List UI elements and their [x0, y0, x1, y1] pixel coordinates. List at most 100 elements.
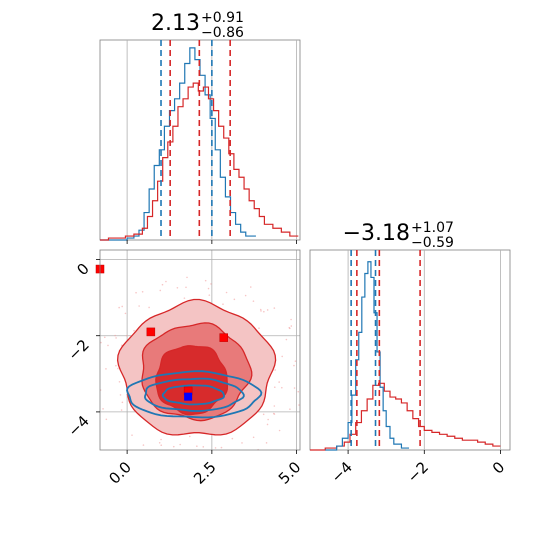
param2-x-tick-label: −4 — [328, 458, 356, 486]
joint-scatter-point — [133, 329, 135, 332]
joint-scatter-point — [266, 423, 269, 426]
joint-scatter-point — [121, 401, 124, 404]
joint-scatter-point — [266, 309, 269, 311]
joint-scatter-point — [159, 289, 162, 292]
joint-scatter-point — [165, 280, 167, 283]
param2-title-minus: −0.59 — [411, 235, 454, 251]
joint-scatter-point — [267, 418, 269, 421]
joint-scatter-point — [120, 409, 123, 411]
joint-scatter-point — [183, 297, 186, 299]
joint-frame — [99, 249, 301, 451]
joint-scatter-point — [298, 404, 300, 406]
joint-scatter-point — [107, 344, 109, 347]
joint-y-tick-label: 0 — [73, 260, 92, 279]
joint-scatter-point — [290, 318, 292, 321]
joint-scatter-point — [263, 310, 265, 313]
param1-hist-blue-series — [100, 47, 256, 241]
joint-red-contours — [116, 298, 277, 436]
joint-scatter-point — [278, 381, 280, 383]
joint-scatter-point — [293, 387, 296, 389]
joint-scatter-point — [138, 305, 140, 307]
joint-scatter-point — [207, 287, 210, 290]
param2-hist-grid — [347, 250, 501, 450]
joint-scatter-point — [119, 394, 122, 396]
joint-scatter-point — [290, 325, 293, 327]
param1-title-value: 2.13 — [151, 11, 200, 36]
param1-title: 2.13 — [151, 11, 200, 36]
joint-scatter-point — [293, 364, 295, 367]
joint-scatter-point — [265, 442, 268, 444]
joint-scatter-point — [105, 368, 107, 370]
joint-scatter-point — [289, 408, 291, 410]
joint-scatter-point — [103, 336, 106, 339]
joint-scatter-point — [214, 447, 217, 449]
joint-red-marker — [146, 327, 156, 337]
joint-blue-contour — [161, 384, 225, 406]
param2-hist-red-series — [310, 382, 501, 451]
joint-red-marker — [219, 333, 228, 342]
joint-scatter-point — [210, 283, 212, 285]
joint-scatter-point — [158, 442, 161, 444]
joint-x-tick-label: 5.0 — [275, 458, 305, 488]
joint-scatter-point — [274, 369, 277, 371]
joint-scatter-point — [141, 290, 144, 293]
joint-blue-contour — [144, 377, 245, 412]
param2-hist-panel: −4 −2 0 −3.18 +1.07 −0.59 — [309, 220, 511, 486]
joint-scatter-point — [285, 338, 288, 341]
joint-scatter-point — [188, 435, 191, 438]
joint-scatter-point — [114, 334, 116, 337]
joint-scatter-point — [161, 283, 164, 286]
param1-hist-ticks — [126, 240, 298, 244]
joint-scatter-point — [115, 337, 117, 339]
param1-hist-panel: 2.13 +0.91 −0.86 — [99, 10, 301, 244]
joint-scatter-point — [244, 294, 247, 297]
param2-quantile-lines — [350, 250, 421, 450]
joint-scatter-point — [294, 360, 297, 362]
joint-scatter-point — [131, 434, 133, 436]
joint-scatter-point — [124, 312, 127, 315]
param2-hist-frame — [309, 249, 511, 451]
joint-scatter-point — [185, 286, 187, 289]
joint-scatter-point — [202, 446, 205, 448]
joint-scatter-point — [196, 445, 198, 447]
joint-scatter-point — [225, 291, 228, 294]
joint-scatter-point — [100, 341, 102, 344]
joint-scatter-point — [262, 413, 265, 416]
joint-scatter-point — [148, 306, 150, 309]
param1-title-minus: −0.86 — [201, 25, 244, 41]
joint-scatter-point — [204, 279, 207, 282]
joint-scatter-point — [121, 305, 123, 308]
joint-scatter-point — [179, 443, 181, 446]
joint-y-tick-label: −2 — [64, 336, 92, 364]
param2-hist-ticks: −4 −2 0 — [328, 450, 508, 486]
joint-scatter-point — [249, 286, 252, 288]
param2-hist-blue-series — [325, 261, 410, 451]
joint-scatter-point — [273, 413, 276, 415]
joint-scatter-point — [281, 355, 284, 358]
joint-scatter-point — [258, 327, 260, 329]
joint-scatter-point — [105, 418, 108, 421]
joint-scatter-point — [172, 445, 175, 448]
joint-x-tick-label: 0.0 — [105, 458, 135, 488]
param2-x-tick-label: 0 — [489, 458, 508, 477]
joint-scatter-point — [160, 438, 162, 441]
joint-scatter-point — [273, 307, 276, 309]
joint-scatter-point — [208, 294, 211, 296]
joint-scatter-point — [231, 437, 234, 440]
joint-x-tick-label: 2.5 — [190, 458, 220, 488]
joint-scatter-point — [118, 380, 121, 383]
joint-scatter-point — [297, 390, 300, 393]
joint-scatter-point — [186, 276, 188, 279]
joint-scatter-point — [260, 310, 262, 312]
joint-scatter-point — [241, 442, 243, 444]
param1-quantile-lines — [160, 40, 231, 240]
joint-scatter-point — [117, 367, 119, 370]
joint-scatter-point — [252, 436, 255, 439]
joint-blue-contours — [126, 370, 263, 419]
joint-scatter-point — [176, 286, 179, 289]
param1-title-plus: +0.91 — [201, 10, 244, 26]
param2-title-plus: +1.07 — [411, 220, 454, 236]
joint-scatter-point — [115, 364, 117, 367]
joint-scatter-point — [233, 298, 236, 301]
joint-scatter-point — [102, 408, 104, 410]
